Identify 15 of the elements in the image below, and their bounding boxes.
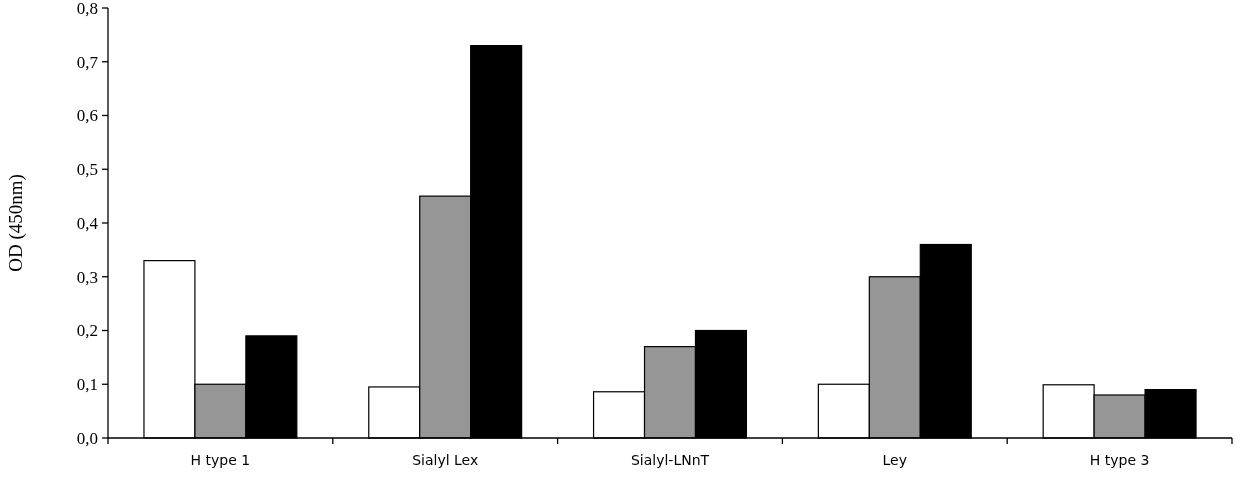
y-tick-label: 0,3 xyxy=(76,267,98,287)
y-tick-label: 0,4 xyxy=(76,213,99,233)
y-tick-label: 0,2 xyxy=(76,321,98,341)
y-tick-label: 0,0 xyxy=(76,428,98,448)
y-tick-label: 0,8 xyxy=(76,0,98,18)
y-tick-label: 0,1 xyxy=(76,375,98,395)
x-tick-label: Sialyl Lex xyxy=(412,452,479,468)
x-tick-label: H type 3 xyxy=(1089,452,1150,468)
x-tick-label: H type 1 xyxy=(190,452,251,468)
x-tick-label: Sialyl-LNnT xyxy=(630,452,710,468)
y-axis-title: OD (450nm) xyxy=(5,174,27,272)
y-tick-label: 0,6 xyxy=(76,106,98,126)
x-tick-label: Ley xyxy=(882,452,908,468)
y-tick-label: 0,5 xyxy=(76,160,98,180)
y-tick-label: 0,7 xyxy=(76,52,99,72)
